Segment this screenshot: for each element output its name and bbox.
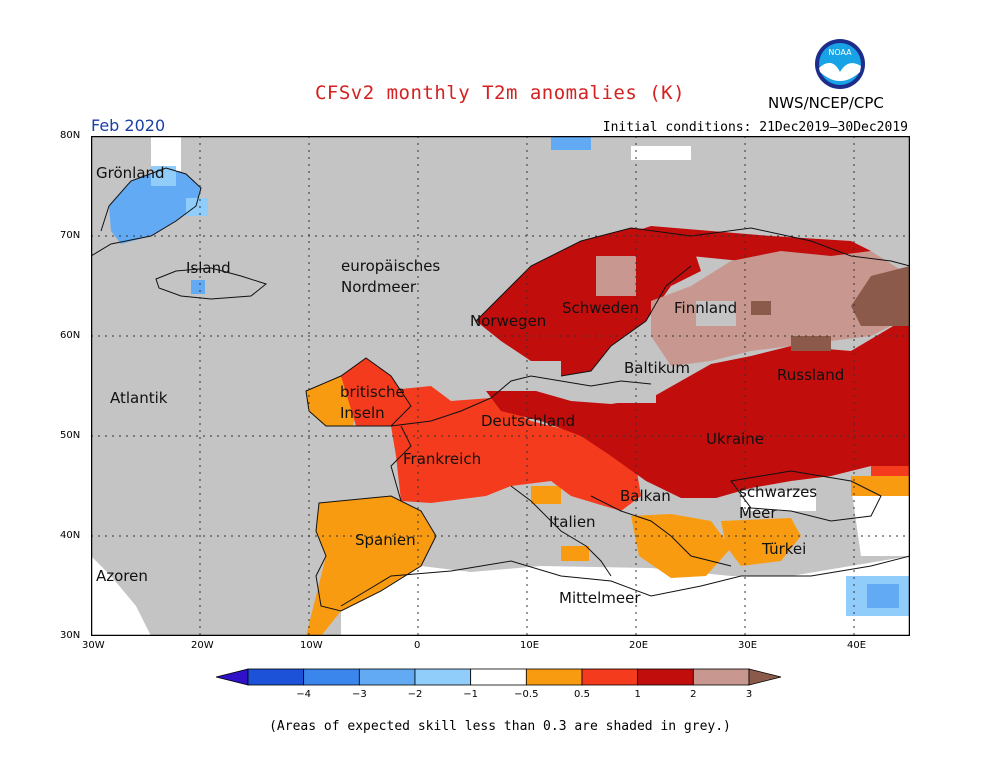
colorbar-cell — [247, 668, 305, 686]
region-turkei: Türkei — [762, 540, 807, 558]
colorbar-tick-label: −0.5 — [514, 689, 538, 700]
lon-label: 20E — [629, 640, 649, 651]
coastlines — [91, 167, 910, 612]
lon-label: 30W — [82, 640, 105, 651]
colorbar-tick-label: 1 — [634, 689, 640, 700]
colorbar-tick-label: 0.5 — [574, 689, 590, 700]
lat-label: 40N — [60, 530, 81, 541]
lon-label: 10E — [520, 640, 540, 651]
region-island: Island — [186, 259, 231, 277]
lat-label: 30N — [60, 630, 81, 641]
colorbar-cell — [748, 668, 782, 686]
lat-label: 70N — [60, 230, 81, 241]
organization-label: NWS/NCEP/CPC — [768, 94, 884, 112]
region-azoren: Azoren — [96, 567, 148, 585]
colorbar-tick-label: 3 — [746, 689, 752, 700]
colorbar-tick-label: −1 — [463, 689, 478, 700]
initial-conditions: Initial conditions: 21Dec2019–30Dec2019 — [602, 120, 908, 135]
chart-title: CFSv2 monthly T2m anomalies (K) — [314, 82, 686, 104]
region-nordmeer: europäisches — [341, 257, 441, 275]
region-schwarzes-meer: schwarzes — [739, 483, 818, 501]
region-britische: britische — [340, 383, 405, 401]
lon-label: 10W — [300, 640, 323, 651]
lon-label: 0 — [414, 640, 421, 651]
region-atlantik: Atlantik — [110, 389, 168, 407]
lon-label: 30E — [738, 640, 758, 651]
region-frankreich: Frankreich — [403, 450, 482, 468]
colorbar-cell — [525, 668, 583, 686]
colorbar-cell — [358, 668, 416, 686]
region-ukraine: Ukraine — [706, 430, 764, 448]
colorbar-tick-label: −2 — [408, 689, 423, 700]
noaa-logo: NOAA — [815, 39, 865, 89]
region-balkan: Balkan — [620, 487, 671, 505]
colorbar-cell — [303, 668, 360, 686]
region-gronland: Grönland — [96, 164, 165, 182]
region-baltikum: Baltikum — [624, 359, 691, 377]
footnote: (Areas of expected skill less than 0.3 a… — [269, 719, 731, 734]
colorbar: −4−3−2−1−0.50.51234 — [216, 668, 782, 700]
colorbar-cell — [414, 668, 472, 686]
lat-label: 50N — [60, 430, 81, 441]
anomaly-brown — [751, 266, 910, 351]
lat-label: 60N — [60, 330, 81, 341]
region-deutschland: Deutschland — [481, 412, 576, 430]
anomaly-pink — [596, 251, 910, 366]
region-britische: Inseln — [340, 404, 385, 422]
greenland-negative — [109, 136, 910, 616]
lat-label: 80N — [60, 130, 81, 141]
colorbar-cell — [470, 668, 527, 686]
forecast-month: Feb 2020 — [91, 116, 166, 135]
lon-label: 40E — [847, 640, 867, 651]
colorbar-cell — [637, 668, 694, 686]
anomaly-orange — [306, 376, 910, 636]
region-finnland: Finnland — [674, 299, 738, 317]
region-italien: Italien — [549, 513, 596, 531]
colorbar-cell — [692, 668, 750, 686]
colorbar-tick-label: −4 — [296, 689, 311, 700]
grey-holes — [531, 301, 736, 403]
lon-label: 20W — [191, 640, 214, 651]
region-schweden: Schweden — [562, 299, 640, 317]
colorbar-cell — [581, 668, 639, 686]
svg-text:NOAA: NOAA — [828, 48, 852, 57]
anomaly-map — [91, 136, 910, 636]
colorbar-tick-label: −3 — [352, 689, 367, 700]
colorbar-cell — [216, 668, 249, 686]
region-nordmeer: Nordmeer — [341, 278, 417, 296]
colorbar-tick-label: 2 — [690, 689, 696, 700]
region-spanien: Spanien — [355, 531, 416, 549]
region-mittelmeer: Mittelmeer — [559, 589, 641, 607]
region-norwegen: Norwegen — [470, 312, 547, 330]
region-russland: Russland — [777, 366, 845, 384]
region-schwarzes-meer: Meer — [739, 504, 777, 522]
